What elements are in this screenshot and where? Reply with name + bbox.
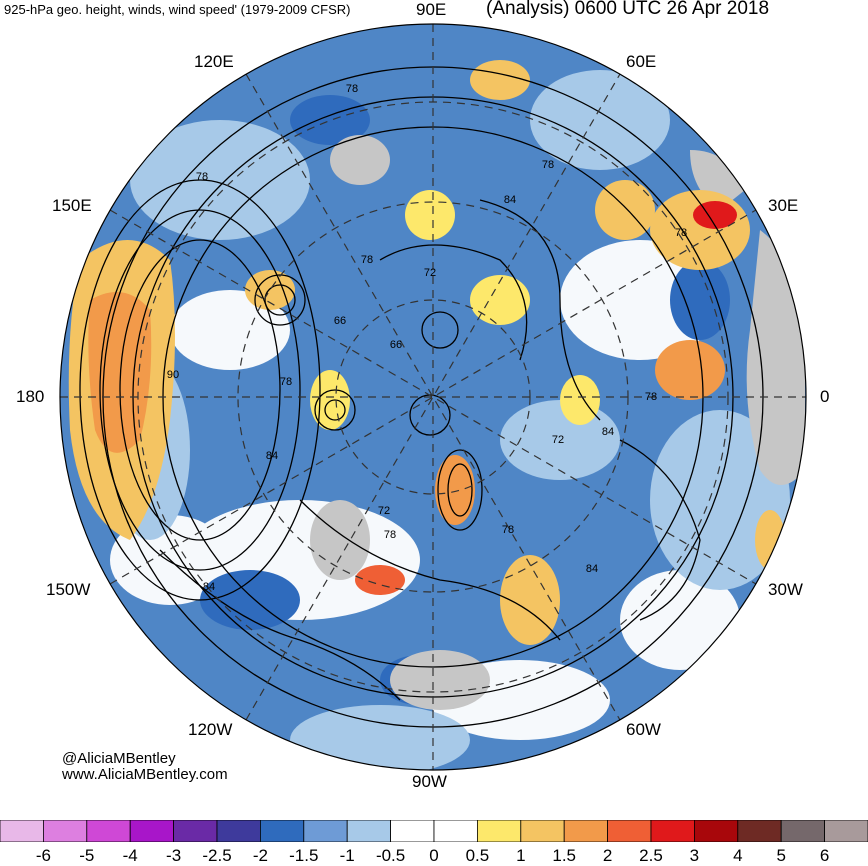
colorbar-swatch bbox=[780, 820, 826, 842]
contour-label: 78 bbox=[502, 524, 514, 536]
colorbar-swatch bbox=[86, 820, 131, 842]
colorbar-swatch bbox=[433, 820, 478, 842]
map-disk bbox=[60, 24, 806, 770]
contour-label: 78 bbox=[645, 391, 657, 403]
colorbar-tick-label: -6 bbox=[35, 846, 51, 865]
contour-label: 90 bbox=[167, 369, 179, 381]
colorbar-swatch bbox=[129, 820, 174, 842]
colorbar-tick-label: 5 bbox=[776, 846, 786, 865]
colorbar-swatch bbox=[520, 820, 565, 842]
colorbar-tick-label: 6 bbox=[819, 846, 830, 865]
lon-label-90w: 90W bbox=[412, 772, 447, 791]
contour-label: 72 bbox=[552, 434, 564, 446]
colorbar-swatch bbox=[650, 820, 695, 842]
contour-label: 66 bbox=[390, 339, 402, 351]
contour-label: 84 bbox=[504, 194, 516, 206]
contour-label: 78 bbox=[384, 529, 396, 541]
contour-label: 78 bbox=[196, 171, 208, 183]
colorbar-tick-label: -5 bbox=[79, 846, 95, 865]
contour-label: 84 bbox=[602, 426, 614, 438]
colorbar-tick-label: 3 bbox=[689, 846, 700, 865]
lon-label-30w: 30W bbox=[768, 580, 803, 599]
colorbar-swatch bbox=[303, 820, 348, 842]
colorbar-tick-label: -1.5 bbox=[289, 846, 319, 865]
colorbar bbox=[0, 820, 868, 842]
colorbar-tick-label: -3 bbox=[166, 846, 182, 865]
colorbar-tick-label: -1 bbox=[339, 846, 355, 865]
colorbar-tick-label: 4 bbox=[733, 846, 743, 865]
contour-label: 84 bbox=[586, 563, 598, 575]
contour-label: 72 bbox=[424, 267, 436, 279]
contour-label: 84 bbox=[266, 450, 278, 462]
credit-handle: @AliciaMBentley bbox=[62, 750, 176, 767]
lon-label-150w: 150W bbox=[46, 580, 91, 599]
contour-label: 84 bbox=[203, 581, 215, 593]
lon-label-0: 0 bbox=[820, 387, 830, 406]
lon-label-60e: 60E bbox=[626, 52, 657, 71]
valid-time-label: (Analysis) 0600 UTC 26 Apr 2018 bbox=[486, 0, 770, 19]
positive-anomaly-patches bbox=[68, 60, 785, 645]
lon-label-150e: 150E bbox=[52, 196, 92, 215]
contour-label: 72 bbox=[378, 505, 390, 517]
contour-label: 78 bbox=[346, 83, 358, 95]
lon-label-120w: 120W bbox=[188, 720, 233, 739]
colorbar-tick-label: 0 bbox=[429, 846, 439, 865]
colorbar-tick-label: -2 bbox=[252, 846, 268, 865]
colorbar-swatch bbox=[216, 820, 261, 842]
colorbar-swatch bbox=[346, 820, 392, 842]
lon-label-90e: 90E bbox=[416, 0, 447, 19]
colorbar-tick-label: -2.5 bbox=[202, 846, 232, 865]
contour-label: 78 bbox=[280, 376, 292, 388]
polar-stereographic-map: 78 84 78 78 72 78 66 66 90 78 84 72 84 7… bbox=[59, 23, 807, 771]
lon-label-60w: 60W bbox=[626, 720, 661, 739]
map-boundary bbox=[59, 23, 807, 771]
contour-label: 78 bbox=[675, 227, 687, 239]
colorbar-swatch bbox=[173, 820, 218, 842]
colorbar-swatch bbox=[607, 820, 652, 842]
colorbar-swatch bbox=[259, 820, 305, 842]
colorbar-swatch bbox=[563, 820, 609, 842]
map-title: 925-hPa geo. height, winds, wind speed' … bbox=[4, 2, 351, 17]
colorbar-swatch bbox=[824, 820, 868, 842]
lon-label-30e: 30E bbox=[768, 196, 799, 215]
colorbar-swatch bbox=[0, 820, 44, 842]
colorbar-tick-label: 1 bbox=[516, 846, 526, 865]
contour-label: 66 bbox=[334, 315, 346, 327]
lon-label-120e: 120E bbox=[194, 52, 234, 71]
contour-label: 78 bbox=[361, 254, 373, 266]
colorbar-swatch bbox=[390, 820, 435, 842]
lat-lon-grid bbox=[60, 24, 806, 770]
colorbar-swatch bbox=[737, 820, 782, 842]
colorbar-tick-label: 2.5 bbox=[639, 846, 663, 865]
colorbar-tick-label: 0.5 bbox=[465, 846, 490, 865]
colorbar-tick-label: 1.5 bbox=[552, 846, 577, 865]
colorbar-tick-label: -0.5 bbox=[375, 846, 406, 865]
colorbar-swatch bbox=[43, 820, 88, 842]
contour-label: 78 bbox=[542, 159, 554, 171]
lon-label-180: 180 bbox=[16, 387, 45, 406]
colorbar-swatch bbox=[476, 820, 522, 842]
contour-value-labels: 78 84 78 78 72 78 66 66 90 78 84 72 84 7… bbox=[167, 83, 687, 593]
credit-website: www.AliciaMBentley.com bbox=[62, 766, 228, 783]
colorbar-tick-label: 2 bbox=[602, 846, 613, 865]
colorbar-swatch bbox=[694, 820, 739, 842]
colorbar-tick-label: -4 bbox=[122, 846, 138, 865]
